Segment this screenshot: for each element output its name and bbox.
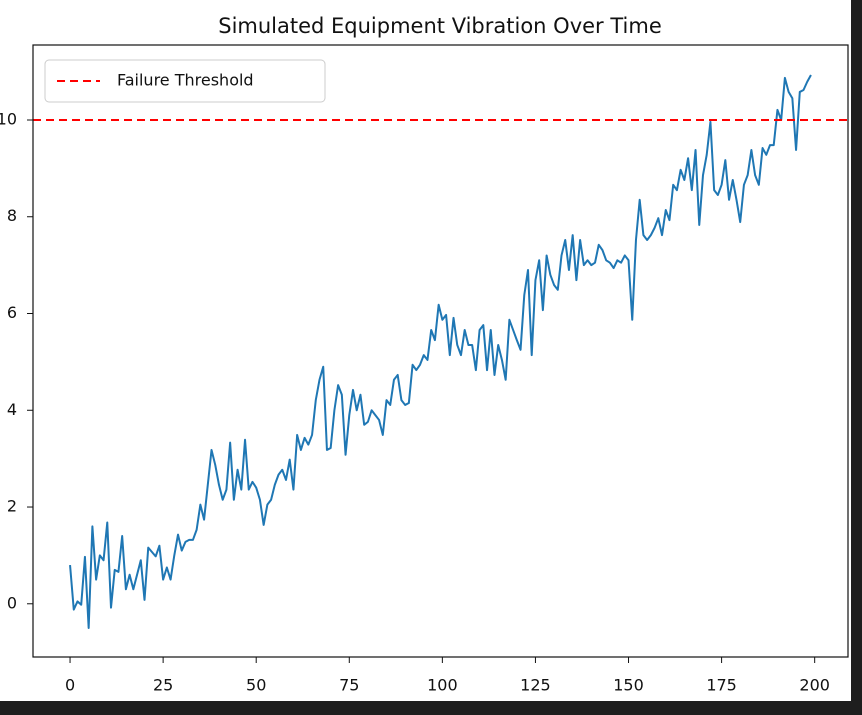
y-tick-label: 6 xyxy=(7,303,17,322)
y-tick-label: 10 xyxy=(0,109,17,128)
legend-label: Failure Threshold xyxy=(117,71,254,90)
data-line xyxy=(69,74,812,629)
x-tick-label: 125 xyxy=(520,676,551,695)
y-tick-label: 4 xyxy=(7,400,17,419)
x-tick-label: 75 xyxy=(339,676,359,695)
x-tick-label: 200 xyxy=(799,676,830,695)
x-tick-label: 25 xyxy=(153,676,173,695)
y-tick-label: 2 xyxy=(7,497,17,516)
x-tick-label: 100 xyxy=(427,676,458,695)
background xyxy=(0,0,851,701)
x-tick-label: 175 xyxy=(706,676,737,695)
x-tick-label: 150 xyxy=(613,676,644,695)
y-tick-label: 8 xyxy=(7,206,17,225)
legend-box xyxy=(44,59,326,103)
chart-title: Simulated Equipment Vibration Over Time xyxy=(218,14,662,38)
x-tick-label: 0 xyxy=(65,676,75,695)
axes-frame xyxy=(32,44,849,658)
y-tick-label: 0 xyxy=(7,593,17,612)
x-tick-label: 50 xyxy=(246,676,266,695)
